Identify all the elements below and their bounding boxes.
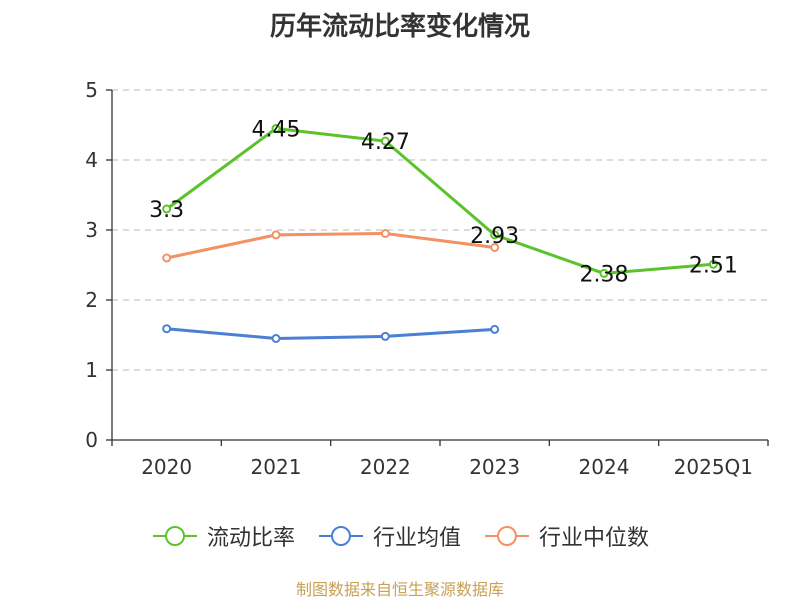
legend-item-industry-mean[interactable]: 行业均值: [317, 520, 461, 552]
x-tick-label-4: 2024: [579, 455, 630, 479]
series-point-2-1: [271, 230, 281, 240]
series-point-2-3: [490, 243, 500, 252]
series-1: [162, 324, 500, 343]
series-point-0-1: [271, 124, 281, 133]
data-label-0-2: 4.27: [361, 130, 410, 155]
legend-label-industry-median: 行业中位数: [539, 526, 650, 551]
series-point-0-5: [708, 259, 718, 269]
series-point-2-2: [380, 229, 390, 238]
x-tick-label-3: 2023: [469, 455, 520, 479]
legend-marker-industry-mean: [318, 526, 363, 546]
series-point-0-3: [490, 230, 500, 240]
source-note: 制图数据来自恒生聚源数据库: [295, 580, 504, 599]
y-tick-label-4: 4: [85, 148, 98, 172]
series-point-1-0: [162, 324, 172, 334]
y-tick-label-0: 0: [85, 428, 98, 452]
series-point-0-0: [162, 204, 172, 214]
series-0: 3.3 4.45 4.27 2.93 2.38 2.51: [149, 118, 738, 288]
y-tick-label-1: 1: [85, 358, 98, 382]
y-tick-label-2: 2: [85, 288, 98, 312]
data-label-0-4: 2.38: [580, 262, 629, 287]
legend-item-industry-median[interactable]: 行业中位数: [483, 520, 649, 552]
x-tick-label-5: 2025Q1: [674, 455, 753, 479]
series-point-0-2: [380, 136, 390, 146]
legend-label-industry-mean: 行业均值: [372, 526, 461, 551]
series-line-1: [166, 327, 495, 340]
data-label-0-0: 3.3: [149, 198, 184, 223]
data-label-0-3: 2.93: [470, 224, 519, 249]
x-tick-label-2: 2022: [360, 455, 411, 479]
data-label-0-5: 2.51: [689, 253, 738, 278]
series-point-2-0: [162, 253, 172, 263]
series-point-1-2: [380, 331, 390, 341]
series-point-1-1: [271, 334, 281, 343]
series-point-0-4: [599, 268, 609, 278]
y-tick-label-3: 3: [85, 218, 98, 242]
series-line-0: [165, 127, 714, 275]
series-line-2: [166, 232, 495, 260]
x-tick-label-0: 2020: [141, 455, 192, 479]
x-tick-label-1: 2021: [251, 455, 302, 479]
series-2: [162, 229, 500, 263]
legend-marker-industry-median: [485, 526, 529, 546]
chart-title: 历年流动比率变化情况: [269, 12, 530, 42]
y-tick-label-5: 5: [85, 78, 98, 102]
legend-marker-current-ratio: [152, 526, 197, 546]
series-point-1-3: [490, 324, 500, 334]
legend-label-current-ratio: 流动比率: [206, 526, 295, 551]
data-label-0-1: 4.45: [252, 118, 301, 143]
legend-item-current-ratio[interactable]: 流动比率: [151, 520, 295, 552]
legend: 流动比率 行业均值 行业中位数: [0, 520, 800, 552]
